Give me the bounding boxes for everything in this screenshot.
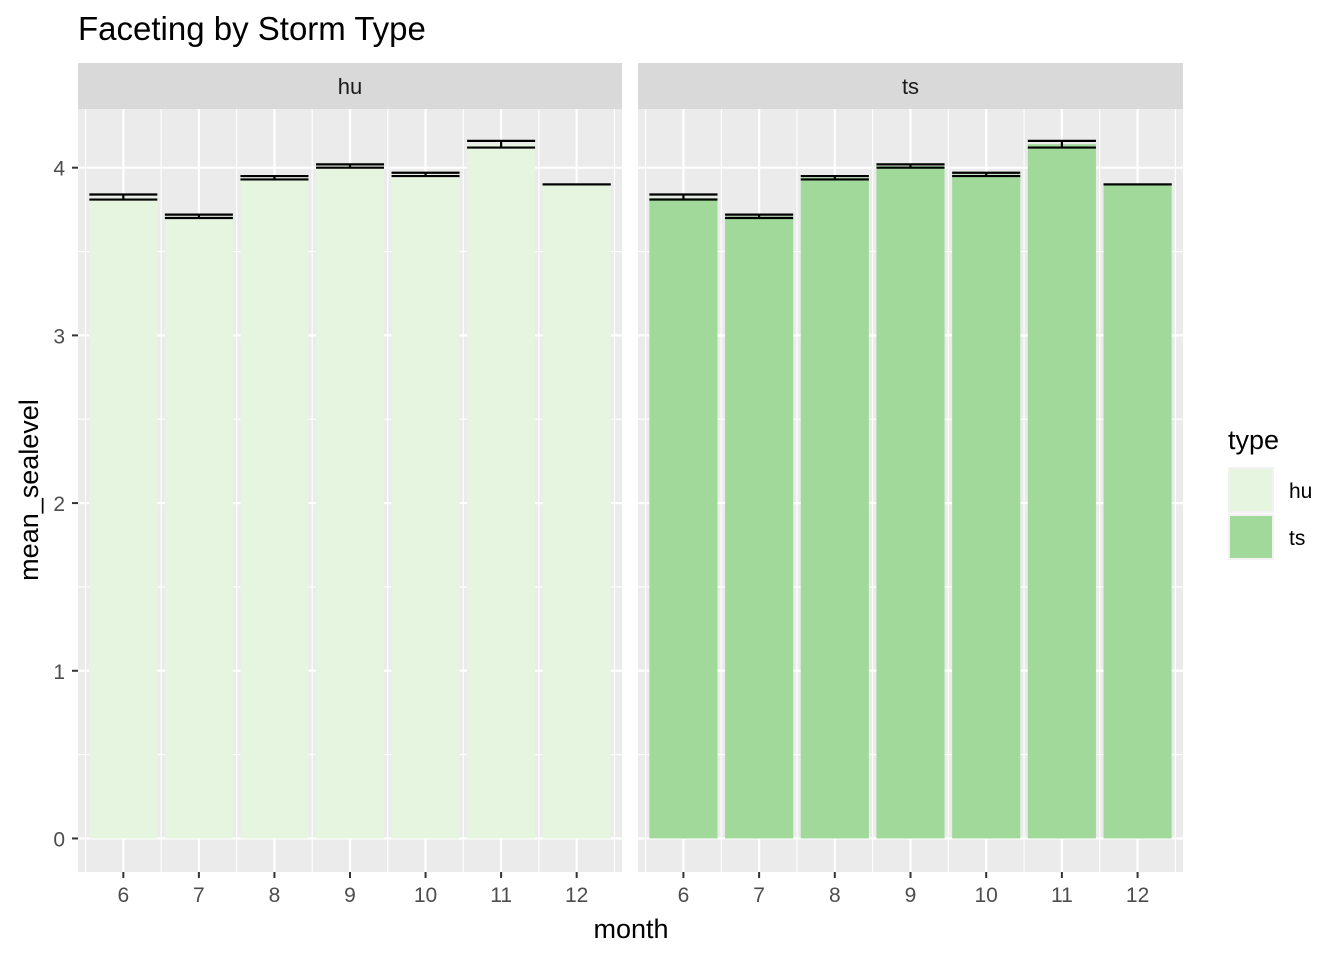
errorbar-ts-8 (800, 174, 869, 181)
errorbar-ts-7 (725, 213, 794, 220)
bar-hu-9 (316, 166, 384, 839)
x-tick-label: 8 (269, 884, 281, 907)
x-tick-label: 10 (414, 884, 437, 907)
facet-strip-label: hu (338, 74, 362, 99)
legend-label: hu (1289, 480, 1312, 503)
x-tick-label: 9 (344, 884, 356, 907)
y-tick-label: 0 (53, 828, 65, 851)
errorbar-hu-6 (89, 193, 158, 201)
bar-ts-12 (1103, 184, 1172, 839)
bar-hu-11 (467, 144, 536, 839)
bar-hu-12 (542, 184, 611, 839)
errorbar-hu-11 (467, 139, 536, 149)
errorbar-hu-10 (391, 171, 460, 178)
x-tick-label: 12 (1126, 884, 1149, 907)
facet-strip-label: ts (902, 74, 919, 99)
bar-ts-8 (800, 177, 869, 839)
x-tick-label: 11 (490, 884, 512, 907)
errorbar-hu-9 (316, 163, 384, 169)
legend-key-ts (1230, 516, 1272, 558)
x-tick-label: 6 (678, 884, 690, 907)
errorbar-ts-11 (1027, 139, 1096, 149)
facet-strip-ts (638, 63, 1183, 109)
facet-strip-hu (78, 63, 622, 109)
facet-panel-ts: ts 6 7 8 9 10 11 12 (638, 63, 1183, 907)
legend-title: type (1228, 425, 1279, 455)
x-tick-label: 7 (753, 884, 765, 907)
errorbar-hu-7 (164, 213, 233, 220)
x-tick-label: 6 (117, 884, 129, 907)
y-tick-label: 1 (53, 661, 65, 684)
y-axis-title: mean_sealevel (14, 399, 44, 581)
errorbar-hu-8 (240, 174, 309, 181)
bar-ts-11 (1027, 144, 1096, 839)
facet-panels: hu 6 7 8 9 10 11 12 ts 6 7 8 9 10 11 12 (78, 63, 1183, 907)
bar-hu-7 (164, 216, 233, 839)
x-tick-label: 10 (975, 884, 998, 907)
bar-hu-8 (240, 177, 309, 839)
bar-ts-6 (649, 197, 718, 839)
legend: type hu ts (1228, 425, 1312, 560)
x-axis-title: month (593, 914, 668, 944)
y-axis: 0 1 2 3 4 (53, 158, 78, 851)
legend-label: ts (1289, 527, 1305, 550)
legend-key-hu (1230, 469, 1272, 511)
errorbar-ts-9 (876, 163, 945, 169)
bar-ts-10 (952, 174, 1021, 839)
chart-title: Faceting by Storm Type (78, 10, 426, 47)
x-tick-label: 11 (1051, 884, 1073, 907)
errorbar-ts-6 (649, 193, 718, 201)
bar-hu-6 (89, 197, 158, 839)
errorbar-ts-10 (952, 171, 1021, 178)
y-tick-label: 2 (53, 493, 65, 516)
x-tick-label: 12 (565, 884, 588, 907)
bar-ts-7 (725, 216, 794, 839)
x-tick-label: 8 (829, 884, 841, 907)
facet-panel-hu: hu 6 7 8 9 10 11 12 (78, 63, 622, 907)
x-tick-label: 7 (193, 884, 205, 907)
x-tick-label: 9 (905, 884, 917, 907)
y-tick-label: 3 (53, 325, 65, 348)
y-tick-label: 4 (53, 158, 65, 181)
bar-ts-9 (876, 166, 945, 839)
bar-hu-10 (391, 174, 460, 839)
